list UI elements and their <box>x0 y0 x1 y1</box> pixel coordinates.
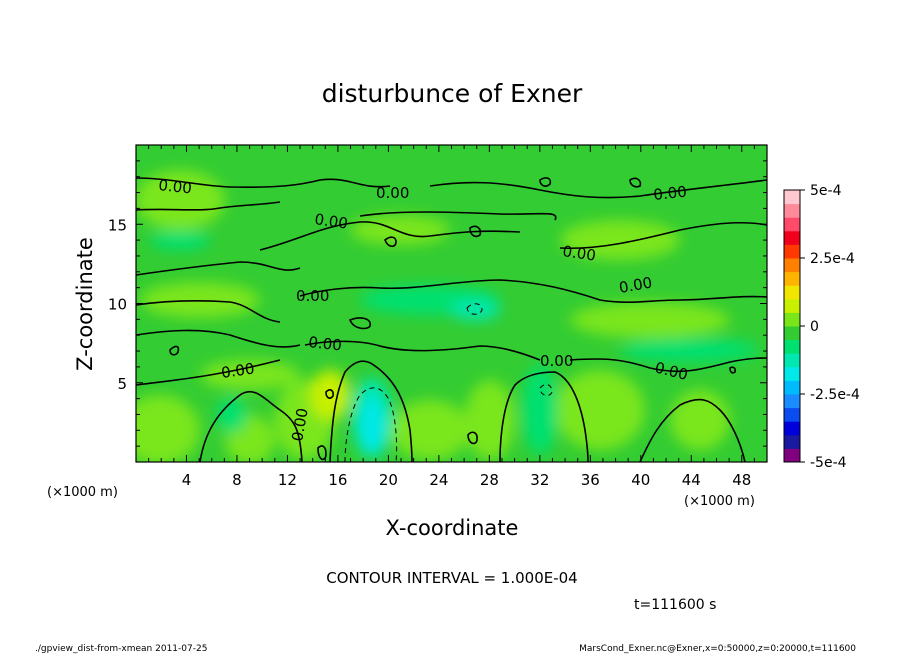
colorbar-segment <box>784 407 800 422</box>
x-tick-label: 24 <box>429 471 448 489</box>
x-tick-label: 8 <box>232 471 242 489</box>
contour-interval-text: CONTOUR INTERVAL = 1.000E-04 <box>326 569 577 587</box>
x-tick-label: 44 <box>682 471 701 489</box>
x-tick-labels: 4 8 12 16 20 24 28 32 36 40 44 48 <box>182 471 752 489</box>
colorbar-segment <box>784 258 800 273</box>
colorbar-label: 2.5e-4 <box>810 251 855 267</box>
colorbar-segment <box>784 271 800 286</box>
y-tick-labels: 5 10 15 <box>108 216 127 393</box>
x-axis-label: X-coordinate <box>386 516 519 540</box>
axis-ticks <box>136 145 767 462</box>
plot-area: 0.00 0.00 0.00 0.00 0.00 0.00 0.00 0.00 … <box>136 145 767 462</box>
y-tick-label: 5 <box>117 375 127 393</box>
contour-label: 0.00 <box>296 287 329 305</box>
colorbar-segment <box>784 326 800 341</box>
colorbar <box>784 190 800 463</box>
y-axis-label: Z-coordinate <box>73 237 97 371</box>
contour-label: 0.00 <box>220 359 256 381</box>
colorbar-segment <box>784 190 800 205</box>
colorbar-segment <box>784 366 800 381</box>
x-tick-label: 16 <box>328 471 347 489</box>
colorbar-label: -2.5e-4 <box>810 387 860 403</box>
x-tick-label: 12 <box>278 471 297 489</box>
footer-left: ./gpview_dist-from-xmean 2011-07-25 <box>35 644 207 654</box>
contour-lines <box>136 177 767 462</box>
footer-right: MarsCond_Exner.nc@Exner,x=0:50000,z=0:20… <box>579 644 856 654</box>
colorbar-segment <box>784 421 800 436</box>
contour-label: 0.00 <box>618 273 654 297</box>
y-tick-label: 10 <box>108 296 127 314</box>
x-tick-label: 28 <box>480 471 499 489</box>
colorbar-label: 0 <box>810 319 819 335</box>
colorbar-segment <box>784 244 800 259</box>
colorbar-segment <box>784 312 800 327</box>
colorbar-segment <box>784 448 800 463</box>
contour-label: 0.00 <box>540 352 573 370</box>
y-tick-label: 15 <box>108 216 127 234</box>
x-tick-label: 36 <box>581 471 600 489</box>
contour-label: 0.00 <box>158 176 193 197</box>
colorbar-segment <box>784 203 800 218</box>
colorbar-segment <box>784 285 800 300</box>
colorbar-label: 5e-4 <box>810 183 842 199</box>
colorbar-segment <box>784 217 800 232</box>
contour-label: 0.00 <box>376 184 409 202</box>
colorbar-labels: 5e-4 2.5e-4 0 -2.5e-4 -5e-4 <box>800 183 860 471</box>
x-tick-label: 40 <box>631 471 650 489</box>
negative-contours <box>344 303 553 462</box>
colorbar-segment <box>784 394 800 409</box>
contour-label: 0.00 <box>308 333 343 354</box>
contour-labels: 0.00 0.00 0.00 0.00 0.00 0.00 0.00 0.00 … <box>158 176 690 443</box>
colorbar-label: -5e-4 <box>810 455 847 471</box>
x-axis-unit: (×1000 m) <box>684 494 755 509</box>
x-tick-label: 32 <box>530 471 549 489</box>
x-tick-label: 48 <box>732 471 751 489</box>
y-axis-unit: (×1000 m) <box>47 485 118 500</box>
colorbar-segment <box>784 353 800 368</box>
colorbar-segment <box>784 298 800 313</box>
contour-label: 0.00 <box>288 407 312 443</box>
contour-label: 0.00 <box>561 242 597 264</box>
colorbar-segment <box>784 339 800 354</box>
time-text: t=111600 s <box>634 597 716 613</box>
contour-label: 0.00 <box>313 210 349 232</box>
x-tick-label: 4 <box>182 471 192 489</box>
contour-label: 0.00 <box>653 183 688 204</box>
x-tick-label: 20 <box>379 471 398 489</box>
colorbar-segment <box>784 230 800 245</box>
colorbar-segment <box>784 434 800 449</box>
chart-title: disturbunce of Exner <box>322 79 583 108</box>
colorbar-segment <box>784 380 800 395</box>
